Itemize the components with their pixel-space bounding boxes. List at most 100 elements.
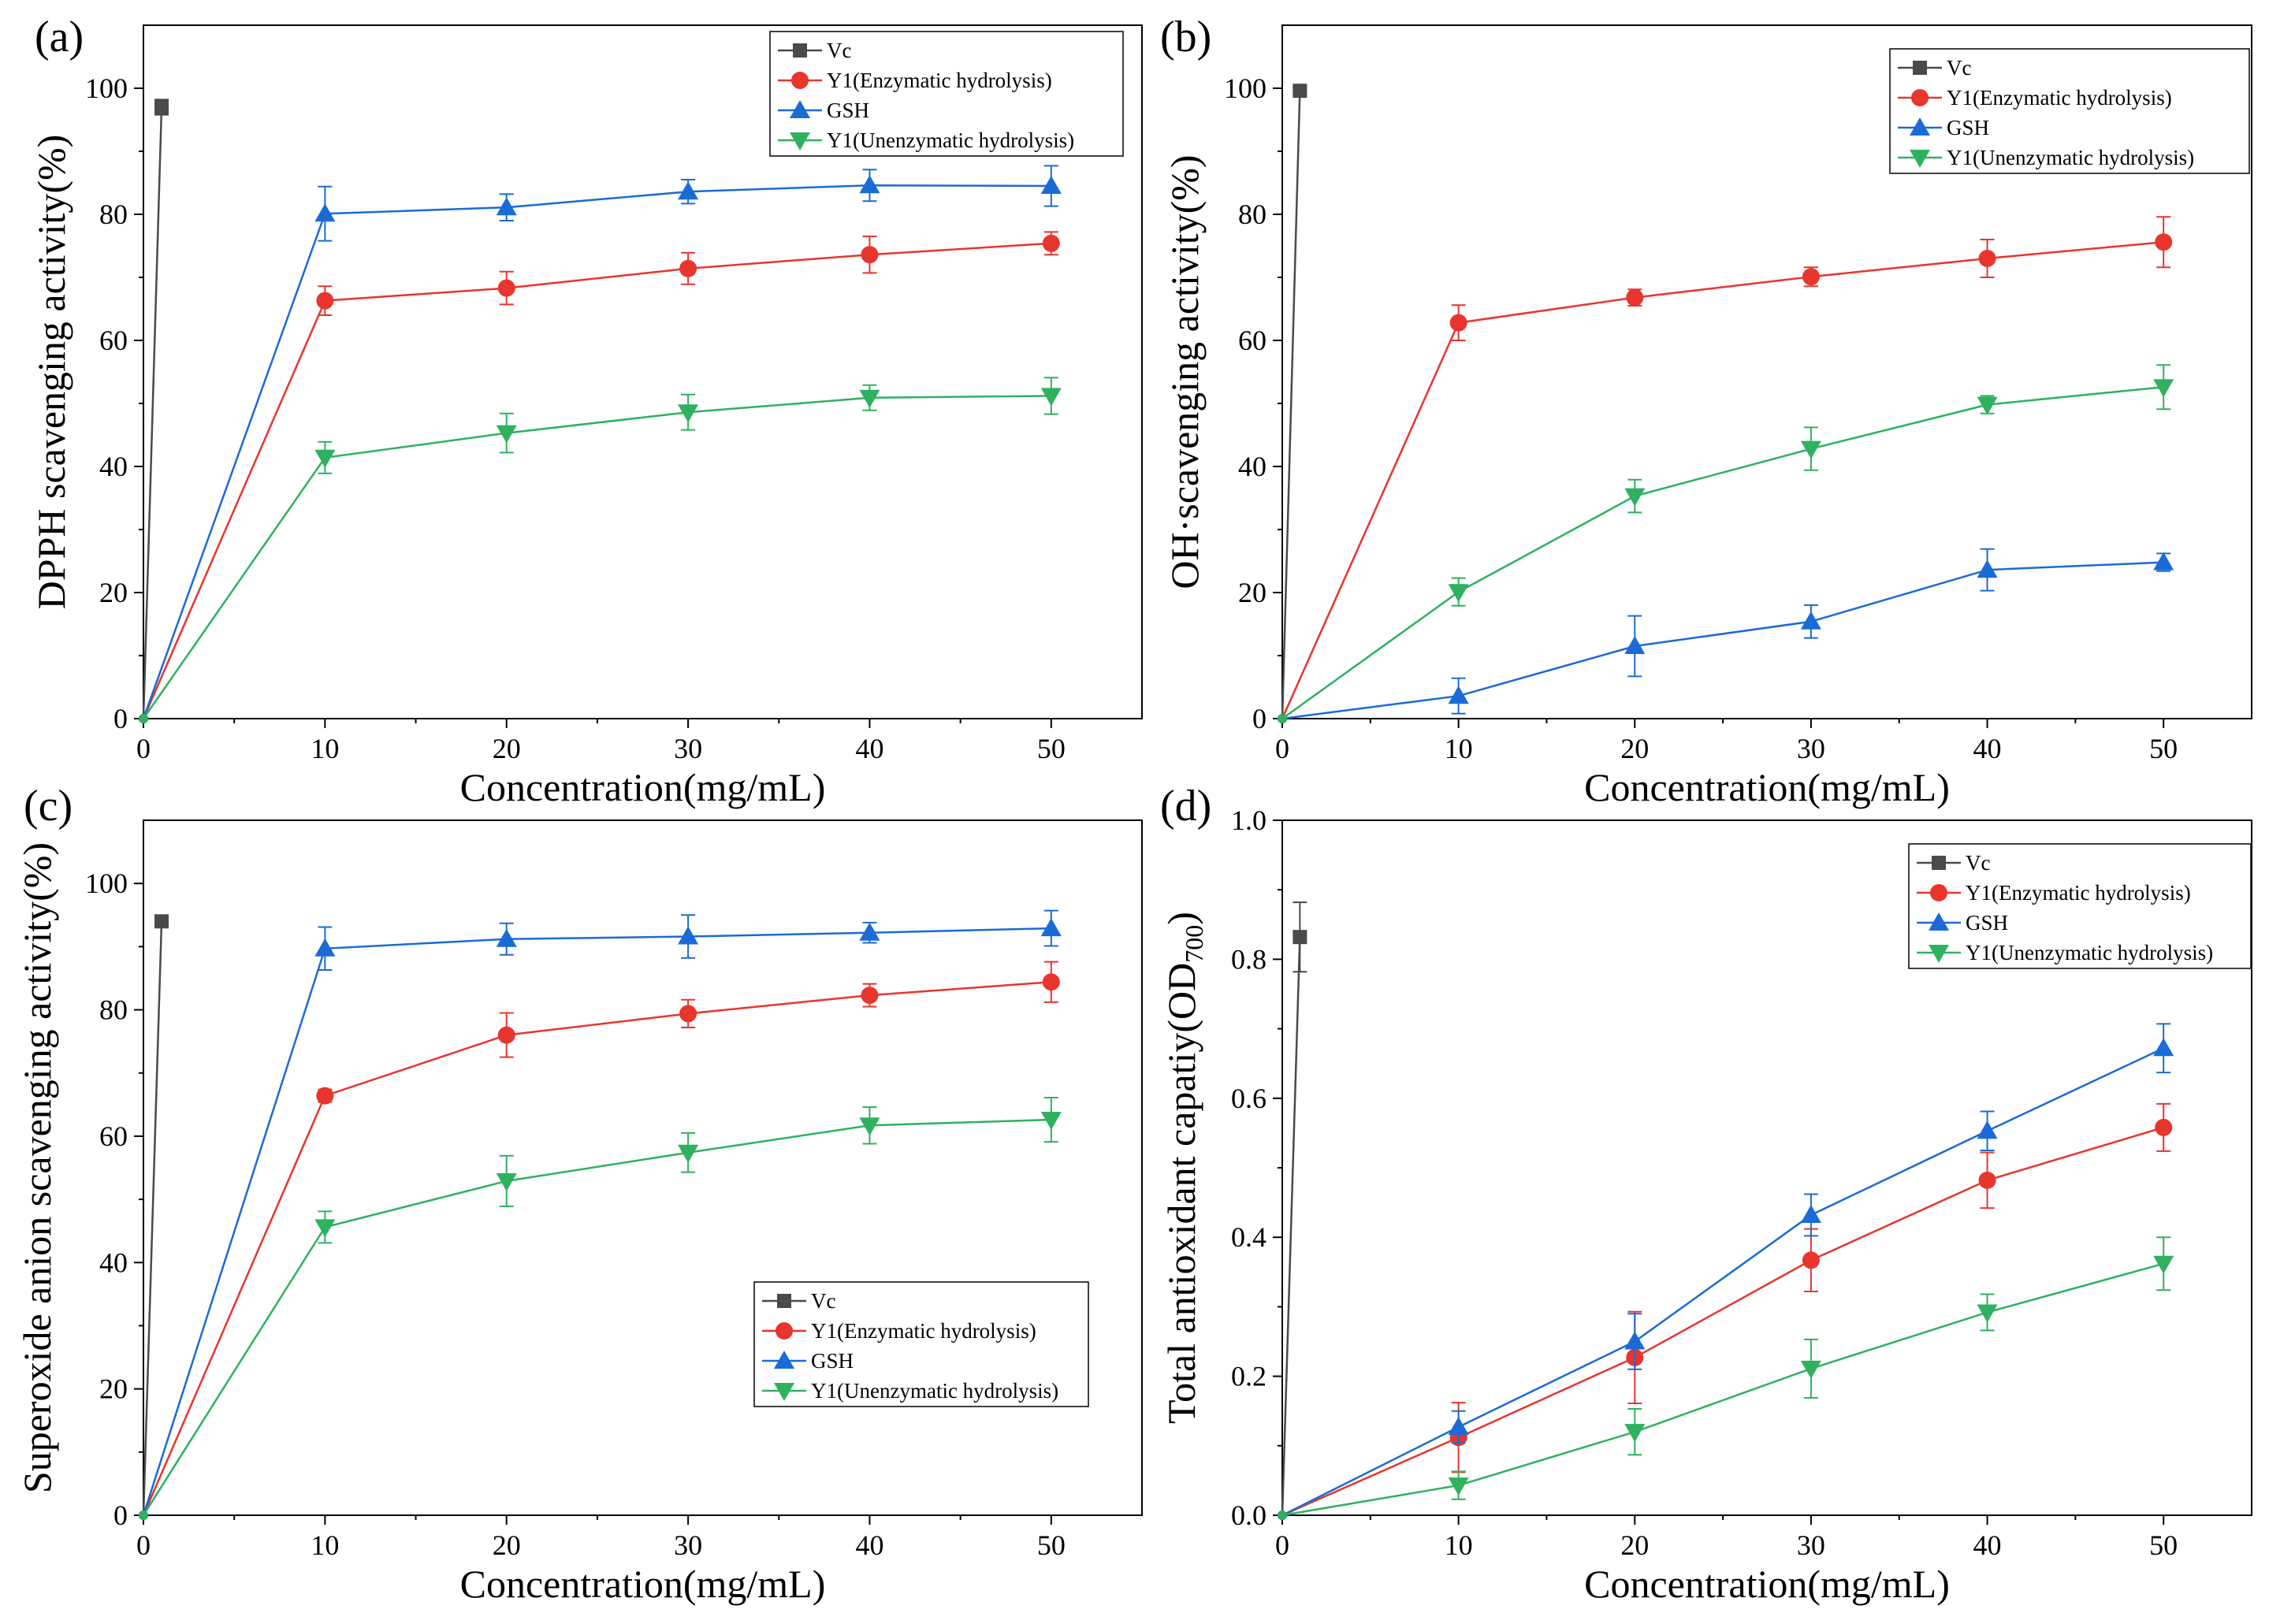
legend-label: Vc: [811, 1289, 835, 1313]
data-point-origin: [139, 714, 148, 723]
data-point: [1800, 1360, 1821, 1379]
panel-label: (a): [35, 13, 84, 61]
panel-label: (c): [24, 782, 73, 831]
legend-box: [753, 1281, 1089, 1407]
data-point: [496, 928, 517, 947]
data-point: [1624, 1331, 1646, 1350]
panel-c: 0 10 20 30 40 50 0 20 40 60 80 100 Concentration(mg/…: [15, 782, 1143, 1606]
legend-label: GSH: [1966, 911, 2008, 935]
legend-label: GSH: [1947, 116, 1989, 139]
legend-label: GSH: [827, 98, 869, 122]
y-tick-label: 0.2: [1231, 1361, 1267, 1392]
legend-marker: [1911, 89, 1929, 106]
legend-label: Y1(Unenzymatic hydrolysis): [1966, 941, 2213, 964]
panel-label: (d): [1160, 782, 1211, 831]
y-tick-label: 40: [1238, 451, 1267, 482]
legend-item: Vc: [778, 39, 851, 62]
data-point: [859, 389, 880, 408]
legend-item: Y1(Unenzymatic hydrolysis): [1917, 941, 2213, 964]
legend-marker: [1913, 61, 1927, 75]
legend-item: Y1(Unenzymatic hydrolysis): [778, 128, 1074, 152]
legend-label: Y1(Enzymatic hydrolysis): [1947, 86, 2172, 110]
x-axis-title: Concentration(mg/mL): [460, 765, 826, 809]
series-GSH: [139, 909, 1062, 1520]
legend-marker: [1929, 945, 1949, 963]
y-tick-label: 40: [99, 1247, 128, 1278]
series-line: [142, 927, 1051, 1516]
data-point: [2153, 379, 2174, 398]
x-tick-label: 30: [1797, 1529, 1825, 1561]
legend: Vc Y1(Enzymatic hydrolysis) GSH Y1(Unenzyma…: [769, 31, 1124, 157]
legend-marker: [1929, 912, 1949, 931]
legend-marker: [1910, 150, 1930, 168]
legend-item: GSH: [1898, 116, 1989, 139]
series-line: [142, 981, 1051, 1516]
data-point: [314, 938, 336, 957]
series-Y1U: [139, 377, 1062, 723]
data-point: [859, 1117, 880, 1136]
y-tick-label: 0.8: [1231, 943, 1267, 975]
series-line: [1281, 1047, 2164, 1517]
legend-marker: [1932, 856, 1946, 870]
legend-box: [1908, 843, 2252, 969]
data-point: [314, 203, 336, 222]
legend-marker: [777, 1294, 791, 1308]
data-point: [859, 922, 880, 941]
series-line: [142, 106, 163, 719]
data-point: [2153, 552, 2174, 570]
panel-d: 0 10 20 30 40 50 0.0 0.2 0.4 0.6 0.8 1.0 Concentrati…: [1159, 782, 2252, 1606]
legend-marker: [790, 132, 810, 151]
y-axis-title: OH·scavenging activity(%): [1162, 154, 1207, 589]
x-tick-label: 40: [1973, 733, 2002, 764]
legend-marker: [791, 72, 809, 89]
y-tick-label: 0.0: [1231, 1500, 1267, 1531]
series-line: [1281, 385, 2164, 720]
legend-label: Y1(Enzymatic hydrolysis): [827, 69, 1052, 92]
legend-item: Y1(Enzymatic hydrolysis): [778, 69, 1052, 92]
x-tick-label: 10: [1445, 733, 1473, 764]
data-point: [1042, 973, 1060, 991]
plot-frame: [143, 819, 1143, 1516]
series-Y1U: [139, 1096, 1062, 1520]
x-tick-label: 20: [493, 733, 521, 764]
x-tick-label: 20: [1620, 733, 1649, 764]
data-point: [1977, 559, 1998, 578]
data-point: [1040, 176, 1062, 194]
data-point: [1626, 288, 1644, 307]
data-point: [497, 279, 515, 297]
data-point: [861, 987, 879, 1005]
data-point: [1449, 314, 1467, 332]
data-point-origin: [139, 1511, 148, 1520]
x-tick-label: 30: [1797, 733, 1825, 764]
legend-item: Vc: [1898, 56, 1971, 80]
legend-marker: [1930, 884, 1947, 901]
x-tick-label: 0: [136, 1529, 151, 1561]
legend-box: [769, 31, 1124, 157]
data-point: [678, 926, 699, 945]
data-point: [1624, 1424, 1646, 1443]
series-GSH: [1278, 1023, 2174, 1520]
y-axis-title: DPPH scavenging activity(%): [29, 135, 73, 610]
series-GSH: [1278, 548, 2174, 723]
y-tick-label: 60: [99, 325, 128, 356]
y-axis-title: Total antioxidant capatiy(OD700): [1159, 912, 1208, 1424]
y-tick-label: 20: [99, 1373, 128, 1405]
data-point: [1448, 1416, 1469, 1435]
series-GSH: [139, 165, 1062, 723]
legend-label: Y1(Enzymatic hydrolysis): [811, 1319, 1036, 1343]
y-tick-label: 40: [99, 451, 128, 482]
data-point: [1042, 234, 1060, 252]
plot-frame: [143, 24, 1143, 719]
data-point: [1448, 686, 1469, 704]
series-Y1U: [1278, 364, 2174, 723]
data-point: [1977, 396, 1998, 415]
data-point: [679, 259, 697, 277]
y-tick-label: 100: [1224, 72, 1267, 104]
data-point: [1624, 636, 1646, 654]
series-line: [142, 1118, 1051, 1516]
data-point: [2153, 1255, 2174, 1274]
data-point: [1978, 1171, 1996, 1189]
x-tick-label: 20: [1620, 1529, 1649, 1561]
y-tick-label: 0: [113, 1500, 128, 1531]
